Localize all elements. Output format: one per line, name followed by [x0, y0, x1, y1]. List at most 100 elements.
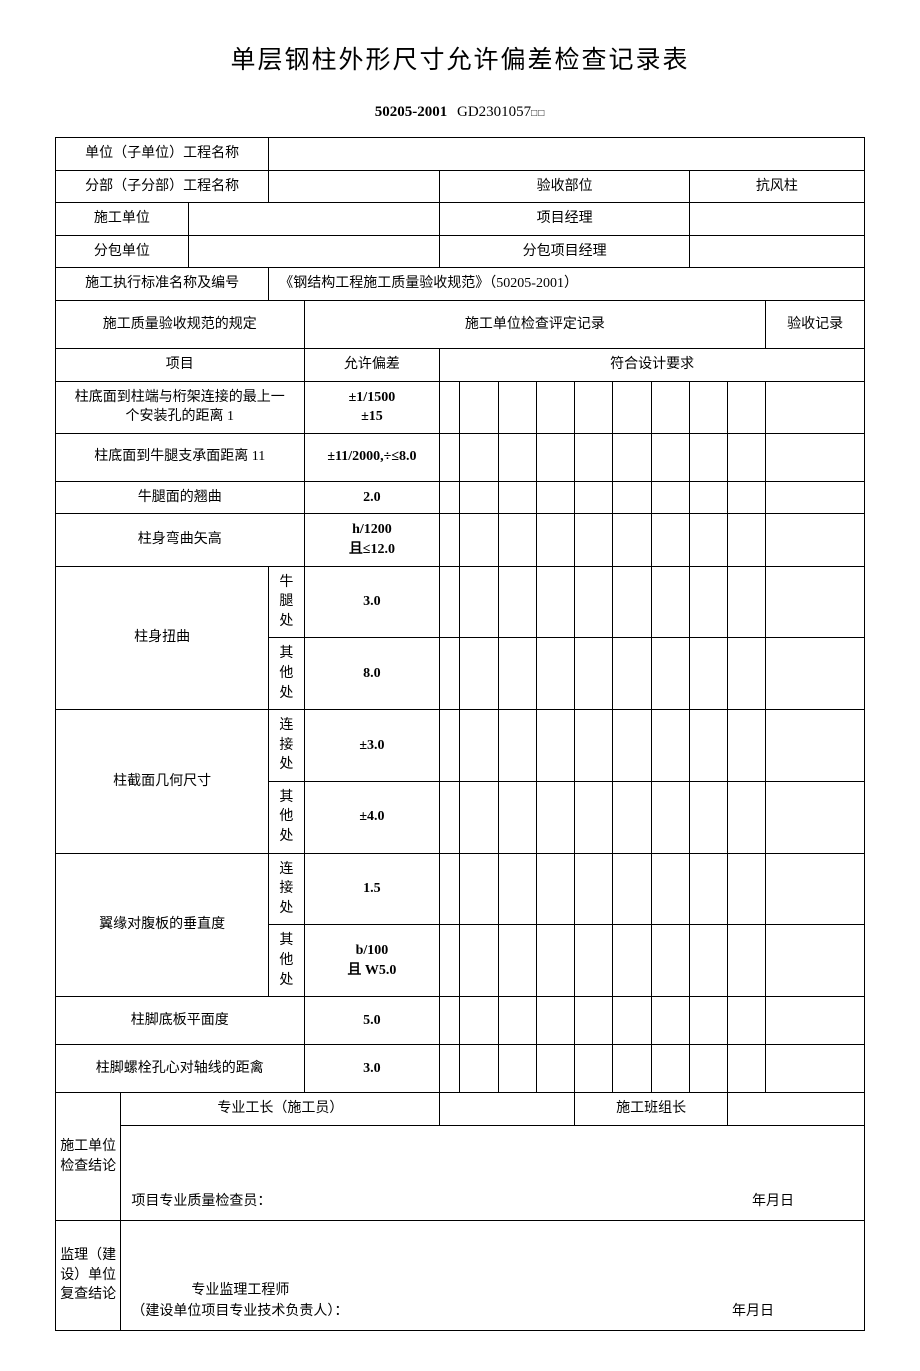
cell — [766, 481, 865, 514]
cell — [440, 925, 460, 997]
cell — [440, 381, 460, 433]
item-label: 柱身扭曲 — [56, 566, 269, 710]
cell — [728, 853, 766, 925]
cell — [498, 997, 536, 1045]
table-row: 施工执行标准名称及编号 《钢结构工程施工质量验收规范》（50205-2001） — [56, 268, 865, 301]
cell — [728, 925, 766, 997]
cell — [689, 381, 727, 433]
cell — [575, 781, 613, 853]
cell — [766, 1045, 865, 1093]
cell — [766, 997, 865, 1045]
item-label: 柱身弯曲矢高 — [56, 514, 305, 566]
cell — [536, 514, 574, 566]
label-sub-project: 分部（子分部）工程名称 — [56, 170, 269, 203]
sub-label: 其他处 — [269, 781, 304, 853]
cell — [689, 1045, 727, 1093]
cell — [498, 433, 536, 481]
cell — [575, 925, 613, 997]
tolerance-value: ±1/1500 ±15 — [304, 381, 440, 433]
cell — [575, 997, 613, 1045]
tolerance-value: 3.0 — [304, 1045, 440, 1093]
cell — [651, 997, 689, 1045]
cell — [536, 433, 574, 481]
cell — [766, 710, 865, 782]
table-row: 项目专业质量检查员： 年月日 — [56, 1125, 865, 1220]
cell — [651, 710, 689, 782]
cell — [440, 566, 460, 638]
item-label: 牛腿面的翘曲 — [56, 481, 305, 514]
label-sub-unit: 分包单位 — [56, 235, 189, 268]
table-row: 施工单位 项目经理 — [56, 203, 865, 236]
label-wind-column: 抗风柱 — [689, 170, 864, 203]
tolerance-value: 1.5 — [304, 853, 440, 925]
cell — [689, 433, 727, 481]
table-row: 施工质量验收规范的规定 施工单位检查评定记录 验收记录 — [56, 300, 865, 348]
sub-label: 连接处 — [269, 710, 304, 782]
cell — [728, 638, 766, 710]
cell — [498, 514, 536, 566]
cell — [613, 566, 651, 638]
sub-label: 其他处 — [269, 638, 304, 710]
cell — [440, 781, 460, 853]
tolerance-value: 3.0 — [304, 566, 440, 638]
cell — [575, 566, 613, 638]
cell — [575, 638, 613, 710]
cell — [613, 514, 651, 566]
subtitle-code: GD2301057 — [457, 104, 531, 120]
table-row: 项目 允许偏差 符合设计要求 — [56, 348, 865, 381]
cell — [498, 1045, 536, 1093]
cell — [536, 1045, 574, 1093]
page-title: 单层钢柱外形尺寸允许偏差检查记录表 — [55, 40, 865, 76]
tolerance-value: 2.0 — [304, 481, 440, 514]
table-row: 柱底面到柱端与桁架连接的最上一 个安装孔的距离 1 ±1/1500 ±15 — [56, 381, 865, 433]
cell — [728, 566, 766, 638]
label-unit-project: 单位（子单位）工程名称 — [56, 138, 269, 171]
cell — [536, 566, 574, 638]
cell — [536, 997, 574, 1045]
cell — [689, 514, 727, 566]
cell — [766, 925, 865, 997]
tolerance-value: ±4.0 — [304, 781, 440, 853]
cell — [613, 638, 651, 710]
cell — [689, 638, 727, 710]
cell — [575, 514, 613, 566]
cell — [440, 710, 460, 782]
inspection-table: 单位（子单位）工程名称 分部（子分部）工程名称 验收部位 抗风柱 施工单位 项目… — [55, 137, 865, 1331]
cell — [613, 710, 651, 782]
label-date: 年月日 — [752, 1192, 794, 1212]
tolerance-value: 8.0 — [304, 638, 440, 710]
cell — [536, 481, 574, 514]
label-project-manager: 项目经理 — [440, 203, 690, 236]
cell — [613, 781, 651, 853]
cell — [651, 381, 689, 433]
cell — [536, 638, 574, 710]
tolerance-value: b/100 且 W5.0 — [304, 925, 440, 997]
cell — [440, 481, 460, 514]
cell — [498, 638, 536, 710]
cell — [460, 997, 498, 1045]
cell — [689, 235, 864, 268]
cell — [536, 381, 574, 433]
cell — [536, 925, 574, 997]
cell — [766, 566, 865, 638]
cell — [460, 638, 498, 710]
cell — [440, 997, 460, 1045]
label-inspect-record: 施工单位检查评定记录 — [304, 300, 766, 348]
cell — [689, 997, 727, 1045]
subtitle-bold: 50205-2001 — [375, 104, 448, 120]
cell — [498, 781, 536, 853]
cell — [440, 433, 460, 481]
cell — [498, 853, 536, 925]
cell — [498, 481, 536, 514]
cell — [536, 853, 574, 925]
cell — [651, 514, 689, 566]
label-tolerance: 允许偏差 — [304, 348, 440, 381]
cell — [188, 203, 440, 236]
table-row: 分部（子分部）工程名称 验收部位 抗风柱 — [56, 170, 865, 203]
cell — [575, 1045, 613, 1093]
table-row: 柱身弯曲矢高 h/1200 且≤12.0 — [56, 514, 865, 566]
cell — [689, 481, 727, 514]
cell — [728, 710, 766, 782]
cell — [613, 433, 651, 481]
cell — [689, 853, 727, 925]
